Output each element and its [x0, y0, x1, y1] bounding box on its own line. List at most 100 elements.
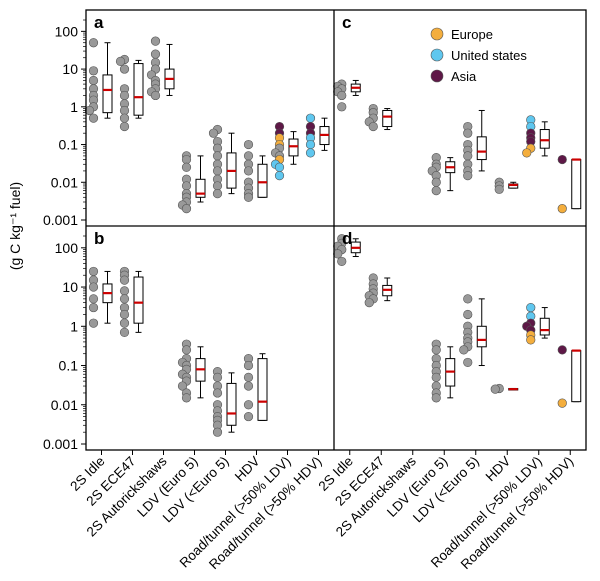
data-point [431, 186, 441, 196]
panel-a-group-7 [305, 113, 330, 158]
data-point [463, 294, 473, 304]
data-point [243, 166, 254, 176]
iqr-box [539, 317, 550, 336]
y-axis-label: (g C kg⁻¹ fuel) [7, 182, 23, 270]
data-point [431, 372, 441, 382]
data-point [119, 327, 130, 337]
panel-label: a [94, 13, 104, 32]
iqr-box [257, 163, 268, 198]
y-tick-label: 0.001 [43, 212, 78, 228]
data-point [119, 121, 130, 132]
y-tick-label: 100 [55, 240, 79, 256]
panel-b-group-0 [88, 266, 113, 328]
panel-c-group-5 [494, 177, 519, 194]
iqr-box [288, 138, 299, 157]
iqr-box [382, 109, 393, 128]
data-point [243, 192, 254, 202]
data-point [243, 139, 254, 150]
data-point [243, 360, 254, 371]
data-point [463, 357, 473, 368]
iqr-box [476, 136, 487, 161]
legend-label: Asia [451, 69, 477, 84]
y-axis-bottom: 100 10 1 0.1 0.01 0.001 [43, 235, 86, 452]
data-point [274, 162, 285, 172]
data-point [243, 372, 254, 382]
data-point [212, 372, 223, 382]
data-point [431, 345, 441, 355]
y-axis-top: 100 10 1 0.1 0.01 0.001 [43, 19, 86, 228]
y-tick-label: 100 [55, 23, 79, 39]
iqr-box [226, 382, 237, 426]
iqr-box [195, 178, 206, 198]
plot-frame [85, 9, 587, 451]
panel-c: c [333, 13, 582, 214]
data-point [212, 427, 223, 437]
data-point [337, 102, 347, 112]
data-point [243, 381, 254, 391]
data-point [305, 113, 316, 123]
data-point [526, 302, 536, 313]
data-point [115, 56, 126, 66]
data-point [305, 139, 316, 150]
data-point [212, 166, 223, 176]
panel-d-group-1 [364, 273, 393, 308]
y-tick-label: 10 [62, 61, 78, 77]
iqr-box [476, 325, 487, 348]
data-point [88, 282, 99, 292]
y-tick-label: 1 [70, 318, 78, 334]
data-point [494, 184, 504, 194]
legend-marker [430, 27, 444, 41]
data-point [459, 345, 469, 355]
data-point [150, 90, 161, 101]
data-point [364, 298, 374, 308]
panel-a-group-1 [115, 54, 144, 132]
data-point [243, 411, 254, 422]
iqr-box [571, 159, 582, 210]
data-point [243, 151, 254, 161]
data-point [88, 113, 99, 123]
data-point [88, 266, 99, 277]
data-point [212, 189, 223, 199]
data-point [119, 64, 130, 74]
data-point [119, 113, 130, 123]
panel-b-group-5 [243, 353, 268, 422]
data-point [243, 400, 254, 410]
panel-a: a [84, 13, 330, 214]
panel-d-group-0 [333, 234, 361, 267]
panel-c-group-1 [364, 103, 393, 132]
data-point [150, 49, 161, 59]
data-point [88, 302, 99, 313]
data-point [181, 162, 192, 172]
legend-label: United states [451, 48, 527, 63]
panel-c-group-0 [333, 79, 361, 112]
iqr-box [133, 276, 144, 324]
panel-label: d [342, 229, 352, 248]
data-point [119, 286, 130, 296]
data-point [463, 128, 473, 138]
data-point [119, 318, 130, 328]
panel-d-group-3 [431, 339, 456, 403]
iqr-box [257, 358, 268, 421]
panel-c-group-4 [463, 109, 487, 181]
data-point [333, 249, 343, 259]
data-point [557, 204, 567, 214]
data-point [212, 143, 223, 153]
data-point [305, 148, 316, 158]
data-point [181, 181, 192, 191]
data-point [119, 90, 130, 101]
panel-d-group-5 [490, 383, 519, 394]
data-point [463, 309, 473, 320]
y-tick-label: 0.01 [51, 174, 78, 190]
data-point [557, 154, 567, 165]
data-point [88, 38, 99, 48]
panel-a-group-4 [208, 124, 237, 199]
data-point [337, 256, 347, 267]
data-point [181, 393, 192, 403]
data-point [557, 398, 567, 408]
data-point [181, 204, 192, 214]
data-point [88, 75, 99, 86]
data-point [88, 294, 99, 304]
panel-a-group-6 [270, 121, 299, 181]
